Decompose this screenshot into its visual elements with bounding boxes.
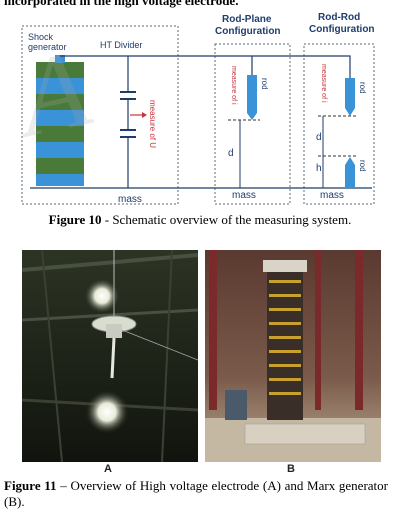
- ht-divider-label: HT Divider: [100, 40, 142, 50]
- photo-b-label: B: [287, 463, 295, 475]
- marx-cap: [263, 260, 307, 272]
- figure-10-caption: Figure 10 - Schematic overview of the me…: [0, 212, 400, 228]
- rod-plane-rod-label: rod: [260, 78, 269, 90]
- generator-stripe-8: [36, 174, 84, 186]
- rod-plane-title-1: Rod-Plane: [222, 14, 272, 25]
- rod-rod-h-label: h: [316, 163, 322, 174]
- rod-plane-rod: [247, 75, 257, 113]
- ceiling-light-2: [85, 390, 129, 434]
- rod-rod-title-1: Rod-Rod: [318, 12, 360, 23]
- rod-plane-rod-tip: [247, 113, 257, 120]
- photo-a-label: A: [104, 463, 112, 475]
- electrode-body: [106, 324, 122, 338]
- generator-box: [21, 25, 179, 205]
- rod-rod-lower-label: rod: [358, 160, 367, 172]
- photo-marx-generator: [205, 250, 381, 462]
- mass-label-rod-rod: mass: [320, 190, 344, 201]
- ceiling-beam-4: [41, 250, 63, 462]
- photo-hv-electrode: [22, 250, 198, 462]
- ceiling-light-1: [84, 278, 120, 314]
- rod-rod-measure-i: measure of i: [320, 64, 327, 103]
- equipment-rack: [225, 390, 247, 420]
- rod-rod-upper-label: rod: [358, 82, 367, 94]
- rod-rod-title-2: Configuration: [309, 24, 375, 35]
- rod-rod-d-label: d: [316, 132, 322, 143]
- generator-stripe-1: [36, 62, 84, 78]
- shock-label-1: Shock: [28, 32, 54, 42]
- rod-rod-box: [303, 43, 375, 205]
- top-wire: [60, 55, 351, 78]
- figure-11-caption: Figure 11 – Overview of High voltage ele…: [4, 478, 388, 510]
- rod-plane-d-label: d: [228, 148, 234, 159]
- measure-u-label: measure of U: [148, 100, 157, 148]
- measure-u-arrowhead: [142, 112, 147, 118]
- figure-11-label: Figure 11: [4, 478, 57, 493]
- electrode-rod: [110, 337, 116, 379]
- generator-stripe-6: [36, 142, 84, 158]
- mass-label-left: mass: [118, 194, 142, 205]
- generator-stripe-3: [36, 94, 84, 110]
- hall-pillar-1: [209, 250, 217, 410]
- rod-plane-measure-i: measure of i: [230, 66, 237, 105]
- figure-10-text: - Schematic overview of the measuring sy…: [101, 212, 352, 227]
- rod-rod-upper-tip: [345, 108, 355, 116]
- generator-stripe-4: [36, 110, 84, 126]
- measuring-system-schematic: Shock generator HT Divider measure of U …: [21, 12, 375, 205]
- rod-rod-upper: [345, 78, 355, 108]
- marx-column: [267, 270, 303, 420]
- rod-rod-lower-tip: [345, 157, 355, 165]
- hall-pillar-2: [315, 250, 321, 410]
- figure-11-text: – Overview of High voltage electrode (A)…: [4, 478, 388, 509]
- generator-stripe-2: [36, 78, 84, 94]
- intro-fragment: incorporated in the high voltage electro…: [4, 0, 239, 8]
- generator-stripe-7: [36, 158, 84, 174]
- rod-plane-box: [214, 43, 291, 205]
- ceiling-beam-1: [22, 253, 198, 272]
- ground-plane: [244, 423, 366, 445]
- rod-rod-lower: [345, 165, 355, 188]
- shock-label-2: generator: [28, 42, 67, 52]
- rod-plane-title-2: Configuration: [215, 26, 281, 37]
- mass-label-rod-plane: mass: [232, 190, 256, 201]
- hall-pillar-3: [355, 250, 363, 410]
- figure-10-label: Figure 10: [48, 212, 102, 227]
- guy-wire: [121, 329, 198, 361]
- marx-stages: [269, 280, 301, 395]
- generator-top-cap: [55, 55, 65, 63]
- generator-stripe-5: [36, 126, 84, 142]
- ceiling-beam-5: [161, 250, 173, 462]
